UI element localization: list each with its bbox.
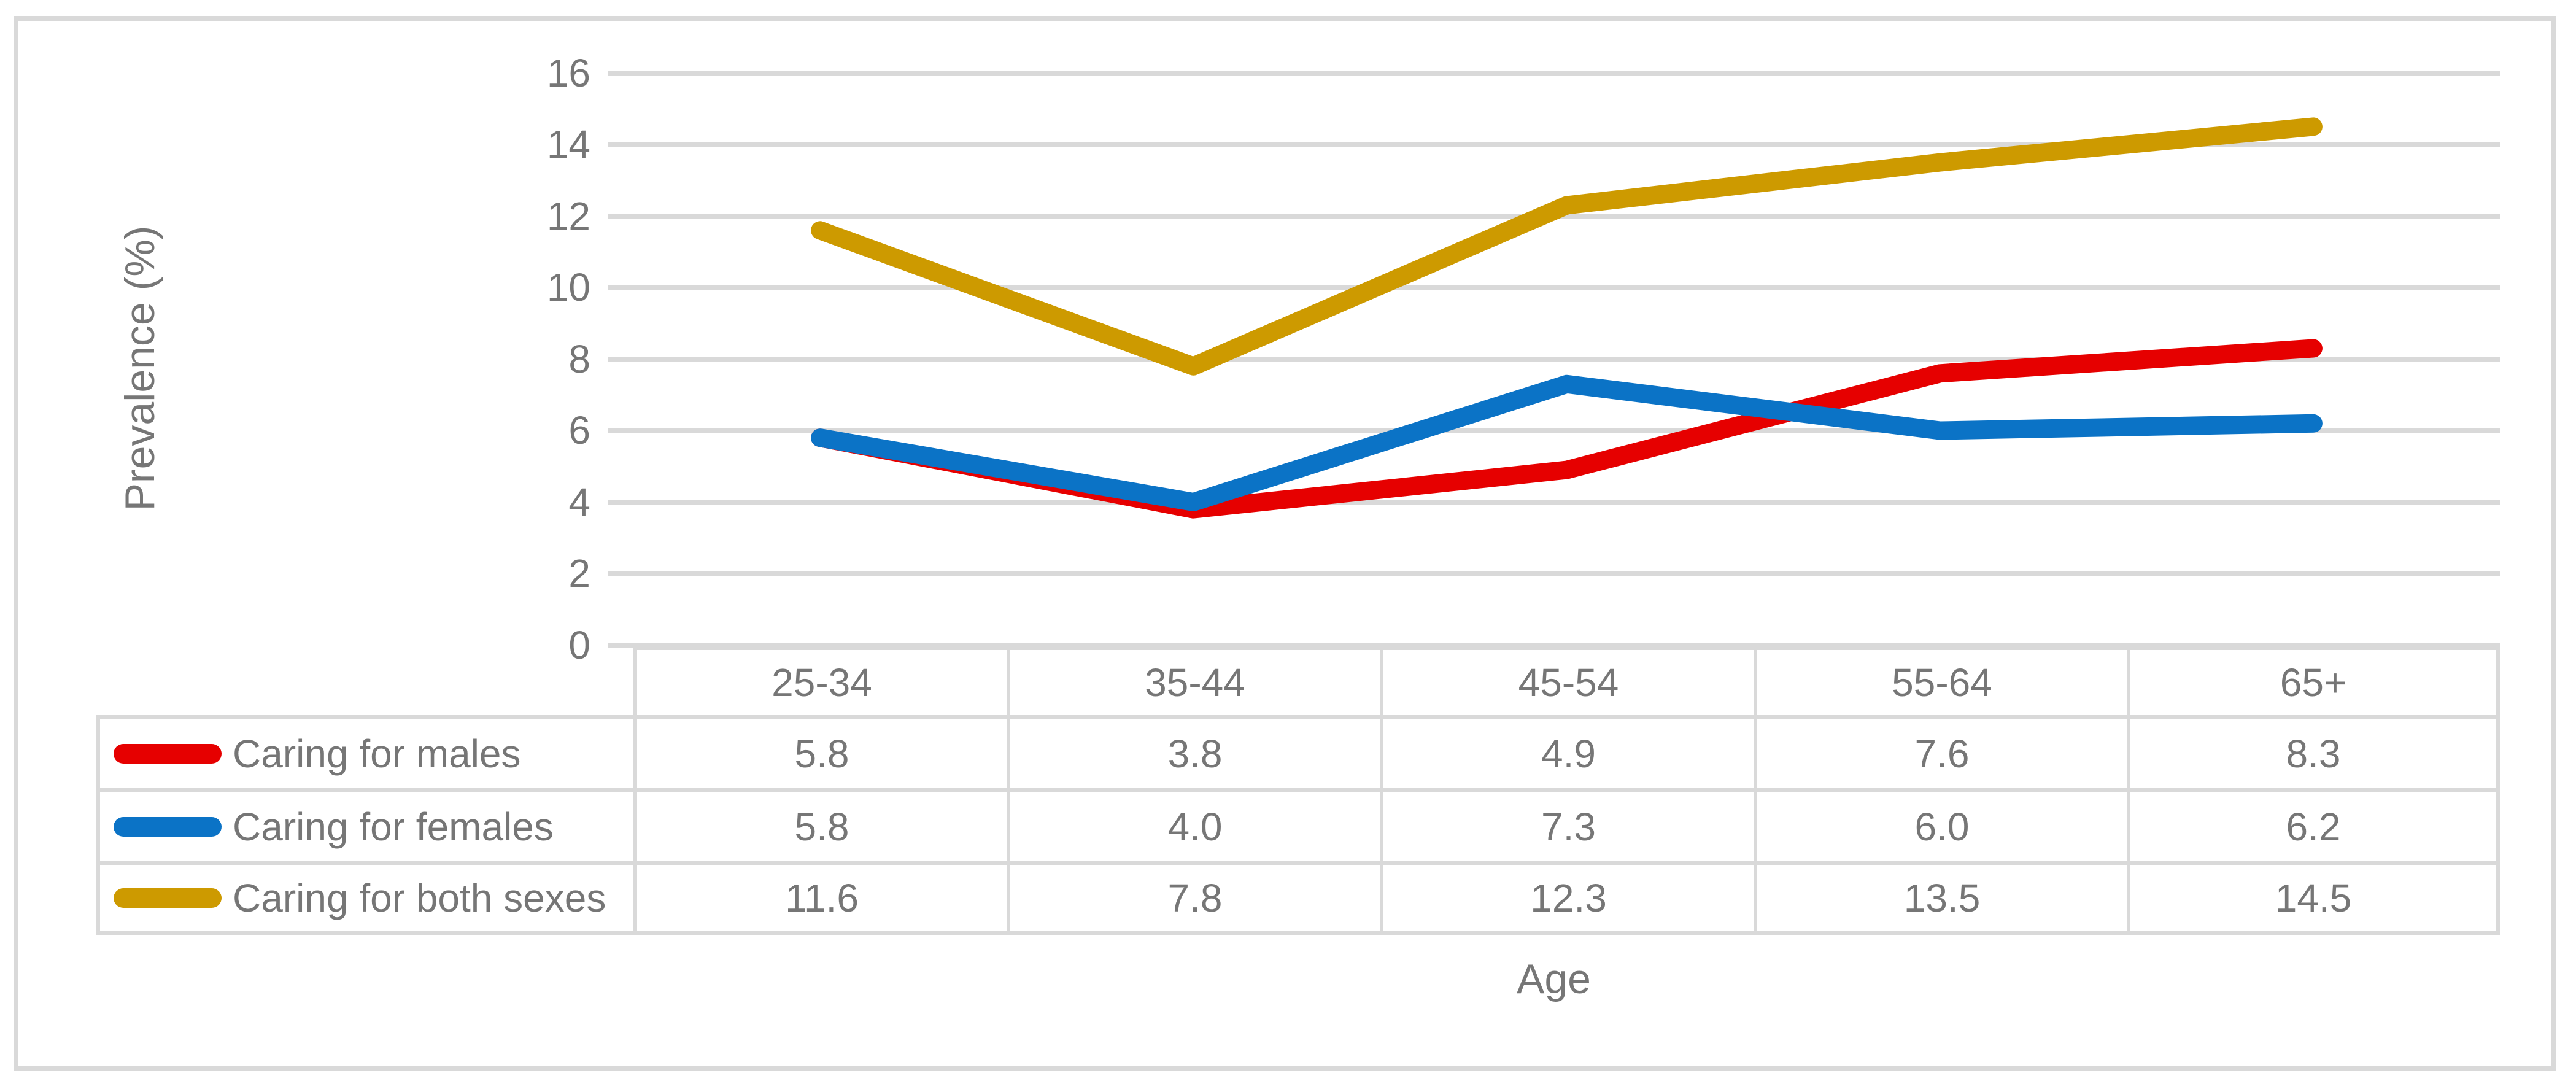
legend-key-blue-line: [114, 817, 222, 837]
gridline-6: [608, 428, 2500, 433]
data-table: 25-34 35-44 45-54 55-64 65+ Caring for m…: [96, 646, 2500, 935]
value-cell: 11.6: [633, 861, 1007, 935]
category-header-cell: 65+: [2127, 646, 2500, 715]
gridline-4: [608, 500, 2500, 505]
value-cell: 12.3: [1380, 861, 1754, 935]
legend-item-caring-for-females: Caring for females: [96, 788, 633, 861]
value-cell: 4.9: [1380, 715, 1754, 788]
legend-key-red-line: [114, 744, 222, 764]
table-corner-empty-cell: [96, 646, 633, 715]
y-tick-label: 0: [568, 623, 590, 667]
category-header-cell: 55-64: [1754, 646, 2127, 715]
value-cell: 4.0: [1007, 788, 1380, 861]
value-cell: 14.5: [2127, 861, 2500, 935]
plot-area: [608, 71, 2500, 648]
y-tick-label: 4: [568, 480, 590, 524]
value-cell: 6.0: [1754, 788, 2127, 861]
gridline-8: [608, 357, 2500, 362]
category-header-cell: 25-34: [633, 646, 1007, 715]
series-lines: [811, 117, 2323, 519]
gridline-14: [608, 142, 2500, 147]
figure-border: [14, 16, 2556, 1071]
category-header-cell: 45-54: [1380, 646, 1754, 715]
series-line-caring-for-females: [811, 374, 2323, 511]
y-tick-label: 16: [546, 51, 590, 95]
value-cell: 6.2: [2127, 788, 2500, 861]
legend-item-caring-for-males: Caring for males: [96, 715, 633, 788]
y-axis-title: Prevalence (%): [117, 225, 163, 511]
x-axis-title: Age: [1517, 956, 1591, 1002]
y-tick-label: 10: [546, 265, 590, 309]
value-cell: 3.8: [1007, 715, 1380, 788]
value-cell: 7.6: [1754, 715, 2127, 788]
legend-item-caring-for-both-sexes: Caring for both sexes: [96, 861, 633, 935]
legend-label: Caring for females: [233, 805, 554, 849]
value-cell: 5.8: [633, 715, 1007, 788]
value-cell: 7.8: [1007, 861, 1380, 935]
gridline-16: [608, 71, 2500, 76]
y-tick-label: 12: [546, 194, 590, 238]
legend-label: Caring for both sexes: [233, 876, 606, 920]
y-tick-label: 14: [546, 122, 590, 166]
gridline-10: [608, 285, 2500, 290]
legend-key-gold-line: [114, 888, 222, 908]
category-header-cell: 35-44: [1007, 646, 1380, 715]
value-cell: 5.8: [633, 788, 1007, 861]
value-cell: 8.3: [2127, 715, 2500, 788]
series-line-caring-for-both-sexes: [811, 117, 2323, 376]
gridline-0: [608, 643, 2500, 648]
y-tick-label: 8: [568, 337, 590, 381]
y-tick-label: 2: [568, 551, 590, 595]
gridline-2: [608, 571, 2500, 576]
value-cell: 7.3: [1380, 788, 1754, 861]
value-cell: 13.5: [1754, 861, 2127, 935]
y-tick-label: 6: [568, 408, 590, 452]
legend-label: Caring for males: [233, 732, 521, 776]
